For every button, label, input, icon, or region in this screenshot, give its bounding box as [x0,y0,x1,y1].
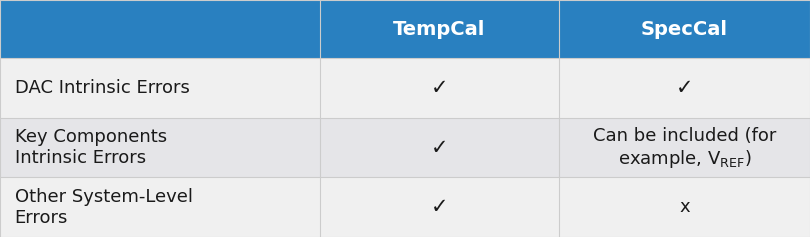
Text: Key Components
Intrinsic Errors: Key Components Intrinsic Errors [15,128,167,167]
Text: x: x [679,198,690,216]
Text: SpecCal: SpecCal [641,19,728,39]
Bar [0,177,320,237]
Bar [559,177,810,237]
Text: ✓: ✓ [676,78,693,98]
Bar [320,118,559,177]
Text: ✓: ✓ [431,137,448,158]
Bar [320,58,559,118]
Text: Can be included (for: Can be included (for [593,127,776,145]
Text: DAC Intrinsic Errors: DAC Intrinsic Errors [15,79,190,97]
Bar [320,0,559,58]
Bar [0,0,320,58]
Bar [559,0,810,58]
Text: ✓: ✓ [431,197,448,217]
Text: ✓: ✓ [431,78,448,98]
Text: Other System-Level
Errors: Other System-Level Errors [15,188,193,227]
Bar [559,118,810,177]
Bar [0,58,320,118]
Bar [320,177,559,237]
Text: TempCal: TempCal [393,19,486,39]
Text: example, $\mathdefault{V_{\mathrm{REF}}}$): example, $\mathdefault{V_{\mathrm{REF}}}… [618,148,751,170]
Bar [559,58,810,118]
Bar [0,118,320,177]
